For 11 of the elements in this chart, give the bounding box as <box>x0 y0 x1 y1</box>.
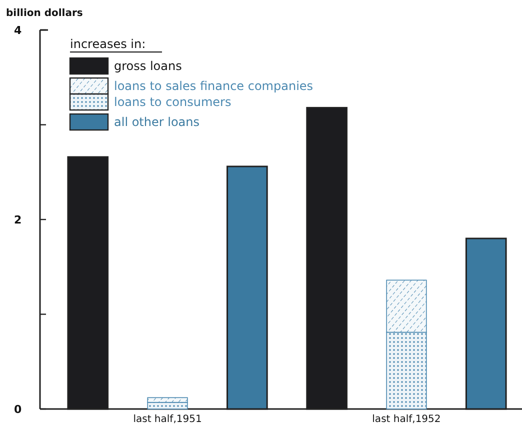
y-tick-label: 4 <box>14 24 22 37</box>
y-tick-label: 0 <box>14 402 22 416</box>
legend-label: all other loans <box>114 115 200 129</box>
y-axis-title: billion dollars <box>6 8 83 19</box>
legend-label: loans to consumers <box>114 95 232 109</box>
legend-label: gross loans <box>114 59 182 73</box>
legend-label: loans to sales finance companies <box>114 79 314 93</box>
x-tick-label: last half,1952 <box>372 414 441 424</box>
y-tick-label: 2 <box>14 213 22 226</box>
legend-title: increases in: <box>70 37 146 51</box>
x-tick-label: last half,1951 <box>133 414 202 424</box>
